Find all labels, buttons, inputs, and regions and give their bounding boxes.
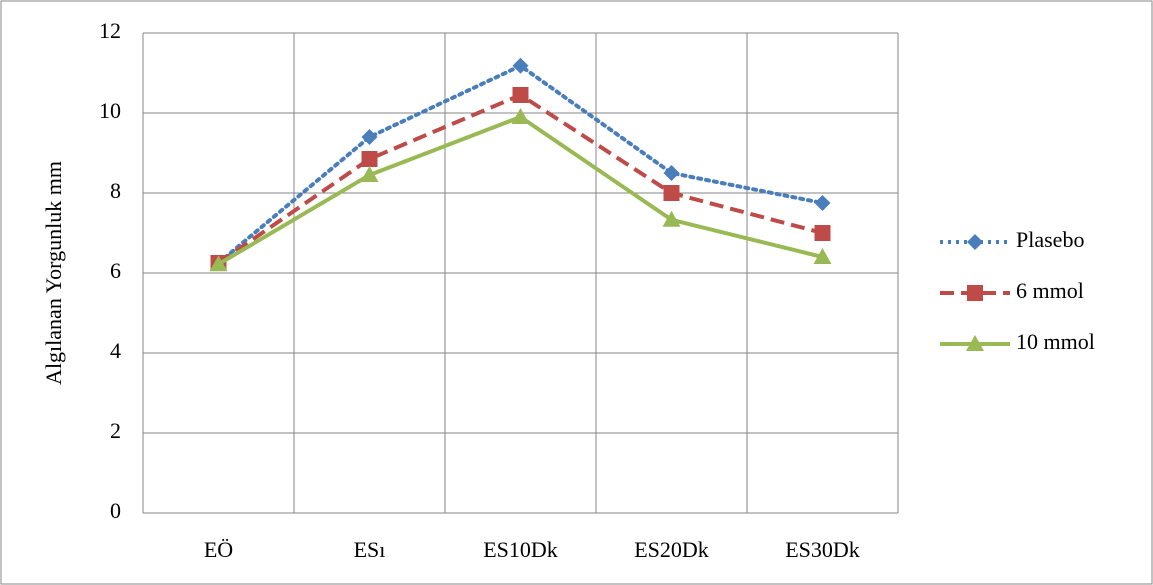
data-point — [663, 185, 680, 201]
y-tick-label: 2 — [110, 418, 121, 443]
y-tick-label: 4 — [110, 338, 121, 363]
data-point — [361, 151, 378, 167]
legend-label: 6 mmol — [1016, 278, 1084, 303]
data-point — [814, 225, 831, 241]
legend-marker — [967, 285, 983, 301]
legend-label: 10 mmol — [1016, 329, 1095, 354]
data-point — [361, 129, 378, 145]
y-tick-label: 12 — [99, 18, 121, 43]
data-point — [512, 87, 529, 103]
y-axis-label: Algılanan Yorgunluk mm — [41, 161, 66, 385]
y-tick-label: 6 — [110, 258, 121, 283]
data-point — [663, 165, 680, 181]
legend-marker — [966, 335, 984, 351]
x-tick-label: ES10Dk — [483, 537, 558, 562]
data-point — [512, 57, 529, 74]
data-point — [813, 248, 832, 264]
x-tick-label: ES20Dk — [634, 537, 709, 562]
data-point — [814, 195, 831, 211]
x-tick-label: ES30Dk — [785, 537, 860, 562]
x-tick-label: EÖ — [204, 537, 233, 562]
y-tick-label: 8 — [110, 178, 121, 203]
y-tick-label: 0 — [110, 498, 121, 523]
data-point — [360, 166, 379, 182]
legend-marker — [967, 234, 983, 250]
legend-label: Plasebo — [1016, 227, 1084, 252]
data-point — [511, 108, 530, 124]
x-tick-label: ESı — [354, 537, 386, 562]
data-point — [209, 255, 228, 272]
y-tick-label: 10 — [99, 98, 121, 123]
data-point — [662, 210, 681, 227]
